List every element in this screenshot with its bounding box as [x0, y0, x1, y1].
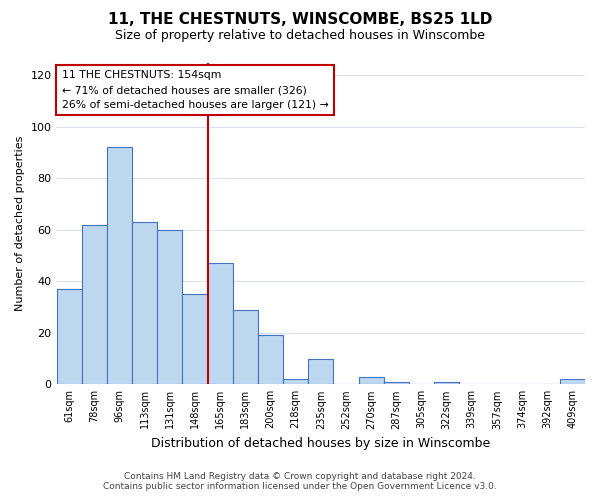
Bar	[308, 358, 334, 384]
Text: Contains HM Land Registry data © Crown copyright and database right 2024.
Contai: Contains HM Land Registry data © Crown c…	[103, 472, 497, 491]
Bar	[258, 336, 283, 384]
Bar	[107, 148, 132, 384]
Bar	[56, 289, 82, 384]
Text: 11 THE CHESTNUTS: 154sqm
← 71% of detached houses are smaller (326)
26% of semi-: 11 THE CHESTNUTS: 154sqm ← 71% of detach…	[62, 70, 328, 110]
Bar	[157, 230, 182, 384]
Text: 11, THE CHESTNUTS, WINSCOMBE, BS25 1LD: 11, THE CHESTNUTS, WINSCOMBE, BS25 1LD	[108, 12, 492, 28]
X-axis label: Distribution of detached houses by size in Winscombe: Distribution of detached houses by size …	[151, 437, 490, 450]
Bar	[560, 379, 585, 384]
Bar	[233, 310, 258, 384]
Bar	[434, 382, 459, 384]
Text: Size of property relative to detached houses in Winscombe: Size of property relative to detached ho…	[115, 29, 485, 42]
Bar	[383, 382, 409, 384]
Bar	[82, 224, 107, 384]
Bar	[182, 294, 208, 384]
Bar	[132, 222, 157, 384]
Y-axis label: Number of detached properties: Number of detached properties	[15, 136, 25, 311]
Bar	[359, 376, 383, 384]
Bar	[208, 264, 233, 384]
Bar	[283, 379, 308, 384]
